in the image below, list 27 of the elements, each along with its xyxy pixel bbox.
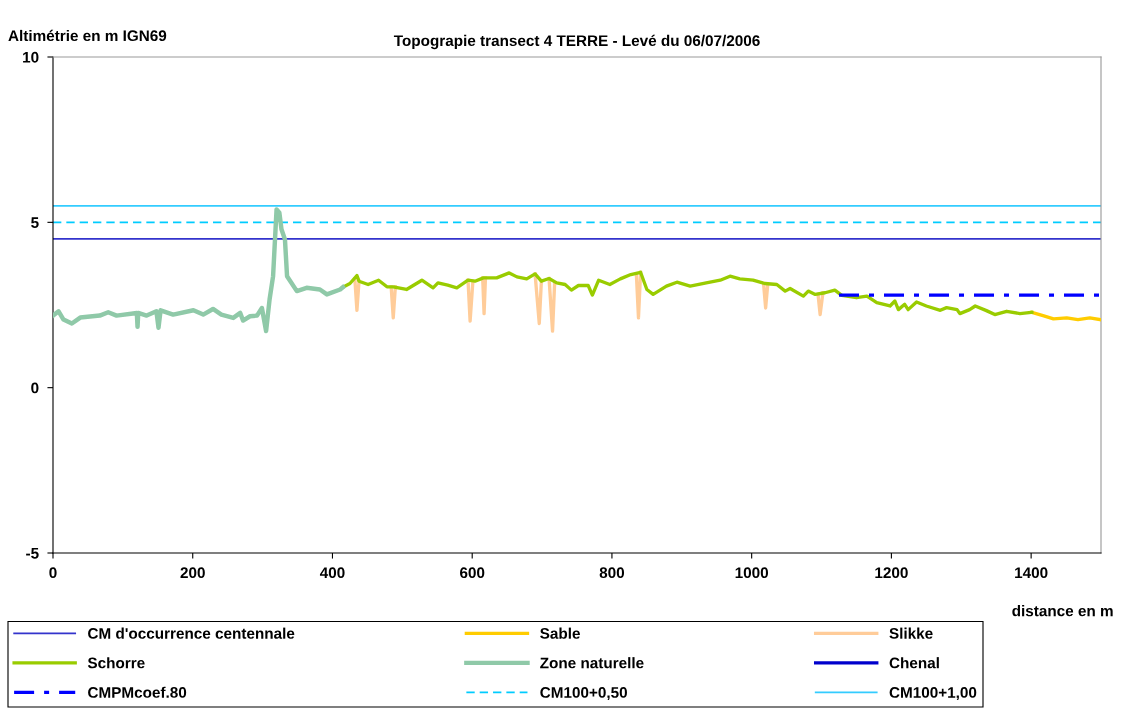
x-tick-label: 400 [319, 567, 345, 579]
y-tick-label: -5 [26, 548, 39, 559]
x-tick-label: 0 [49, 567, 57, 579]
legend-label: Schorre [87, 657, 145, 669]
line-series [1030, 310, 1101, 322]
legend-label: CM100+1,00 [889, 687, 977, 701]
x-tick-label: 600 [460, 567, 485, 579]
x-tick-label: 800 [599, 567, 625, 579]
y-tick-label: 0 [31, 382, 39, 394]
x-tick-label: 1200 [875, 567, 908, 579]
legend-label: Slikke [889, 627, 933, 639]
y-tick-label: 10 [23, 51, 39, 63]
legend-label: CM d'occurrence centennale [88, 627, 295, 639]
legend-label: Sable [540, 627, 580, 639]
y-tick-label: 5 [31, 217, 39, 229]
x-tick-label: 1400 [1015, 567, 1048, 579]
legend-label: Chenal [889, 657, 939, 669]
x-tick-label: 200 [180, 567, 205, 579]
line-series [341, 270, 1034, 317]
x-tick-label: 1000 [735, 567, 769, 579]
legend-label: CMPMcoef.80 [88, 686, 187, 698]
legend-label: Zone naturelle [540, 657, 644, 669]
line-series [53, 207, 346, 334]
legend-label: CM100+0,50 [540, 687, 627, 701]
x-axis-title: distance en m [1012, 605, 1113, 617]
chart-title: Topograpie transect 4 TERRE - Levé du 06/07/2006 [393, 34, 760, 50]
y-axis-title: Altimétrie en m IGN69 [8, 29, 167, 42]
